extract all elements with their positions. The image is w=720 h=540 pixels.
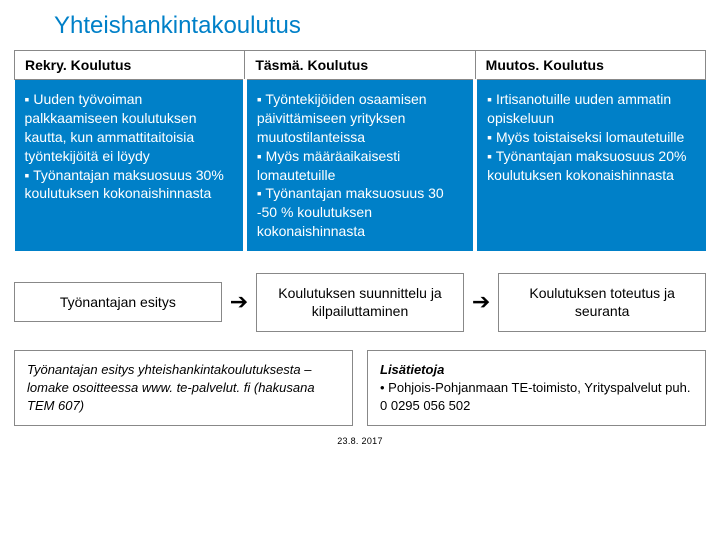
training-columns-table: Rekry. Koulutus Täsmä. Koulutus Muutos. … — [14, 50, 706, 251]
col-header-tasma: Täsmä. Koulutus — [245, 51, 475, 80]
col-body-tasma: ▪ Työntekijöiden osaamisen päivittämisee… — [245, 80, 475, 252]
footer-date: 23.8. 2017 — [14, 436, 706, 446]
arrow-icon: ➔ — [230, 289, 248, 315]
process-step-2: Koulutuksen suunnittelu ja kilpailuttami… — [256, 273, 464, 331]
process-step-3: Koulutuksen toteutus ja seuranta — [498, 273, 706, 331]
process-step-1: Työnantajan esitys — [14, 282, 222, 322]
page-title: Yhteishankintakoulutus — [54, 12, 706, 40]
more-info-text: • Pohjois-Pohjanmaan TE-toimisto, Yritys… — [380, 380, 690, 413]
bottom-right-box: Lisätietoja • Pohjois-Pohjanmaan TE-toim… — [367, 350, 706, 427]
col-body-rekry: ▪ Uuden työvoiman palkkaamiseen koulutuk… — [15, 80, 245, 252]
col-body-muutos: ▪ Irtisanotuille uuden ammatin opiskeluu… — [475, 80, 705, 252]
process-row: Työnantajan esitys ➔ Koulutuksen suunnit… — [14, 273, 706, 331]
arrow-icon: ➔ — [472, 289, 490, 315]
col-header-muutos: Muutos. Koulutus — [475, 51, 705, 80]
bottom-row: Työnantajan esitys yhteishankintakoulutu… — [14, 350, 706, 427]
col-header-rekry: Rekry. Koulutus — [15, 51, 245, 80]
bottom-left-box: Työnantajan esitys yhteishankintakoulutu… — [14, 350, 353, 427]
more-info-label: Lisätietoja — [380, 362, 444, 377]
